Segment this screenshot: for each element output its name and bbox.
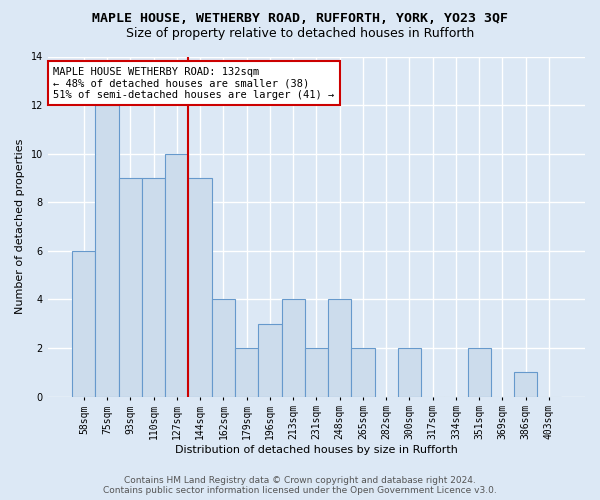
Bar xyxy=(72,251,95,396)
Text: Size of property relative to detached houses in Rufforth: Size of property relative to detached ho… xyxy=(126,28,474,40)
Bar xyxy=(467,348,491,397)
Bar xyxy=(235,348,258,397)
Bar xyxy=(281,300,305,396)
Bar xyxy=(305,348,328,397)
Bar xyxy=(351,348,374,397)
Bar xyxy=(398,348,421,397)
Bar xyxy=(188,178,212,396)
Bar xyxy=(119,178,142,396)
Text: Contains HM Land Registry data © Crown copyright and database right 2024.
Contai: Contains HM Land Registry data © Crown c… xyxy=(103,476,497,495)
Bar xyxy=(514,372,538,396)
Text: MAPLE HOUSE, WETHERBY ROAD, RUFFORTH, YORK, YO23 3QF: MAPLE HOUSE, WETHERBY ROAD, RUFFORTH, YO… xyxy=(92,12,508,26)
Bar xyxy=(212,300,235,396)
Bar xyxy=(328,300,351,396)
Bar xyxy=(142,178,165,396)
Y-axis label: Number of detached properties: Number of detached properties xyxy=(15,139,25,314)
X-axis label: Distribution of detached houses by size in Rufforth: Distribution of detached houses by size … xyxy=(175,445,458,455)
Text: MAPLE HOUSE WETHERBY ROAD: 132sqm
← 48% of detached houses are smaller (38)
51% : MAPLE HOUSE WETHERBY ROAD: 132sqm ← 48% … xyxy=(53,66,334,100)
Bar xyxy=(258,324,281,396)
Bar xyxy=(165,154,188,396)
Bar xyxy=(95,105,119,397)
